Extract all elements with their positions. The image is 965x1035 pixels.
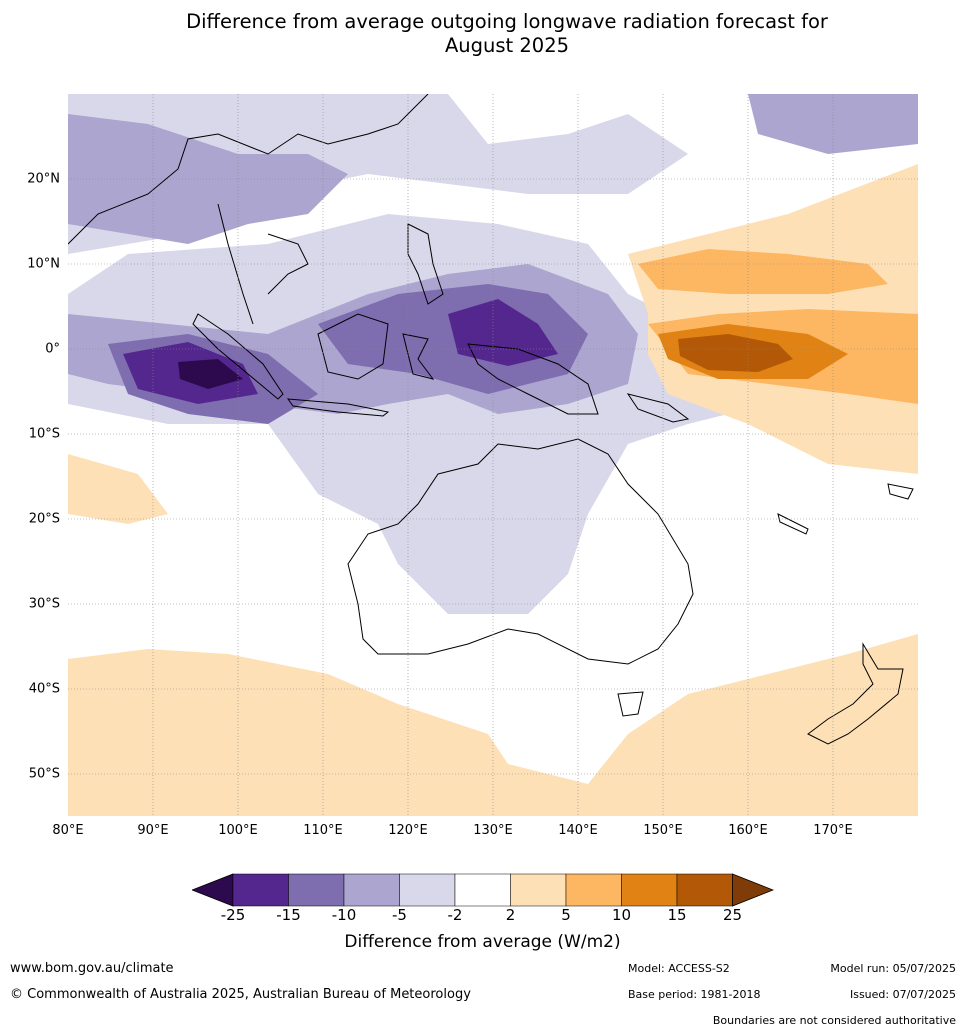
colorbar-bin-8 xyxy=(621,873,678,907)
colorbar-tick-2: 2 xyxy=(505,906,516,924)
footer-copyright: © Commonwealth of Australia 2025, Austra… xyxy=(10,987,471,1002)
lon-label-150e: 150°E xyxy=(643,823,683,838)
olr-anomaly-map xyxy=(68,94,918,816)
footer-url[interactable]: www.bom.gov.au/climate xyxy=(10,961,174,976)
anomaly-orange-east-north xyxy=(638,249,888,294)
new-guinea-outline xyxy=(467,343,599,415)
lat-label-10s: 10°S xyxy=(28,426,60,442)
footer-boundaries-note: Boundaries are not considered authoritat… xyxy=(712,1014,956,1027)
lat-label-40s: 40°S xyxy=(28,681,60,697)
colorbar-bin-7 xyxy=(565,873,622,907)
lat-label-50s: 50°S xyxy=(28,766,60,782)
anomaly-purple-central xyxy=(318,284,588,394)
title-line-1: Difference from average outgoing longwav… xyxy=(186,10,828,33)
colorbar-tick-m2: -2 xyxy=(447,906,463,924)
lat-label-0: 0° xyxy=(45,341,60,357)
footer-base-period: Base period: 1981-2018 xyxy=(628,988,761,1001)
colorbar-bin-1 xyxy=(232,873,289,907)
java-outline xyxy=(286,398,390,417)
philippines-outline xyxy=(407,223,444,305)
tasmania-outline xyxy=(617,691,644,717)
colorbar-tick-m15: -15 xyxy=(276,906,301,924)
colorbar-bin-6 xyxy=(510,873,567,907)
new-zealand-outline xyxy=(807,642,904,745)
lat-label-30s: 30°S xyxy=(28,596,60,612)
lon-label-100e: 100°E xyxy=(218,823,258,838)
borneo-outline xyxy=(317,313,389,380)
footer-model-run: Model run: 05/07/2025 xyxy=(830,962,956,975)
colorbar-arrow-high xyxy=(732,873,774,907)
colorbar-tick-m25: -25 xyxy=(220,906,246,924)
lon-label-170e: 170°E xyxy=(813,823,853,838)
anomaly-brown-east xyxy=(678,334,793,372)
footer-model: Model: ACCESS-S2 xyxy=(628,962,730,975)
colorbar-tick-m5: -5 xyxy=(392,906,407,924)
colorbar-tick-10: 10 xyxy=(611,906,632,924)
lon-label-140e: 140°E xyxy=(558,823,598,838)
lon-label-130e: 130°E xyxy=(473,823,513,838)
australia-outline xyxy=(347,438,694,665)
map-canvas xyxy=(68,94,918,816)
lon-label-90e: 90°E xyxy=(137,823,169,838)
lat-label-20s: 20°S xyxy=(28,511,60,527)
sumatra-outline xyxy=(192,313,284,400)
lon-label-120e: 120°E xyxy=(388,823,428,838)
anomaly-darkest-purple xyxy=(178,359,243,389)
colorbar-tick-25: 25 xyxy=(722,906,743,924)
lat-label-10n: 10°N xyxy=(27,256,60,272)
sulawesi-outline xyxy=(402,333,435,380)
colorbar-tick-5: 5 xyxy=(561,906,571,924)
colorbar-bin-3 xyxy=(343,873,400,907)
colorbar-tick-15: 15 xyxy=(667,906,687,924)
map-gridlines xyxy=(68,94,918,816)
solomon-islands-outline xyxy=(626,393,690,423)
colorbar-bin-5 xyxy=(454,873,511,907)
footer-issued: Issued: 07/07/2025 xyxy=(849,988,956,1001)
colorbar-label: Difference from average (W/m2) xyxy=(344,932,621,952)
colorbar-arrow-low xyxy=(192,873,234,907)
title-line-2: August 2025 xyxy=(444,34,570,57)
colorbar xyxy=(192,873,774,907)
anomaly-mid-purple-north xyxy=(68,114,348,244)
colorbar-tick-m10: -10 xyxy=(331,906,357,924)
colorbar-bin-4 xyxy=(399,873,456,907)
anomaly-light-orange-south xyxy=(68,634,918,816)
vanuatu-fiji-outline xyxy=(777,483,914,535)
lon-label-160e: 160°E xyxy=(728,823,768,838)
lat-label-20n: 20°N xyxy=(27,171,60,187)
lon-label-110e: 110°E xyxy=(303,823,343,838)
lon-label-80e: 80°E xyxy=(52,823,84,838)
anomaly-light-orange-west xyxy=(68,454,168,524)
map-title: Difference from average outgoing longwav… xyxy=(0,10,965,58)
colorbar-bin-2 xyxy=(288,873,345,907)
colorbar-bin-9 xyxy=(676,873,733,907)
